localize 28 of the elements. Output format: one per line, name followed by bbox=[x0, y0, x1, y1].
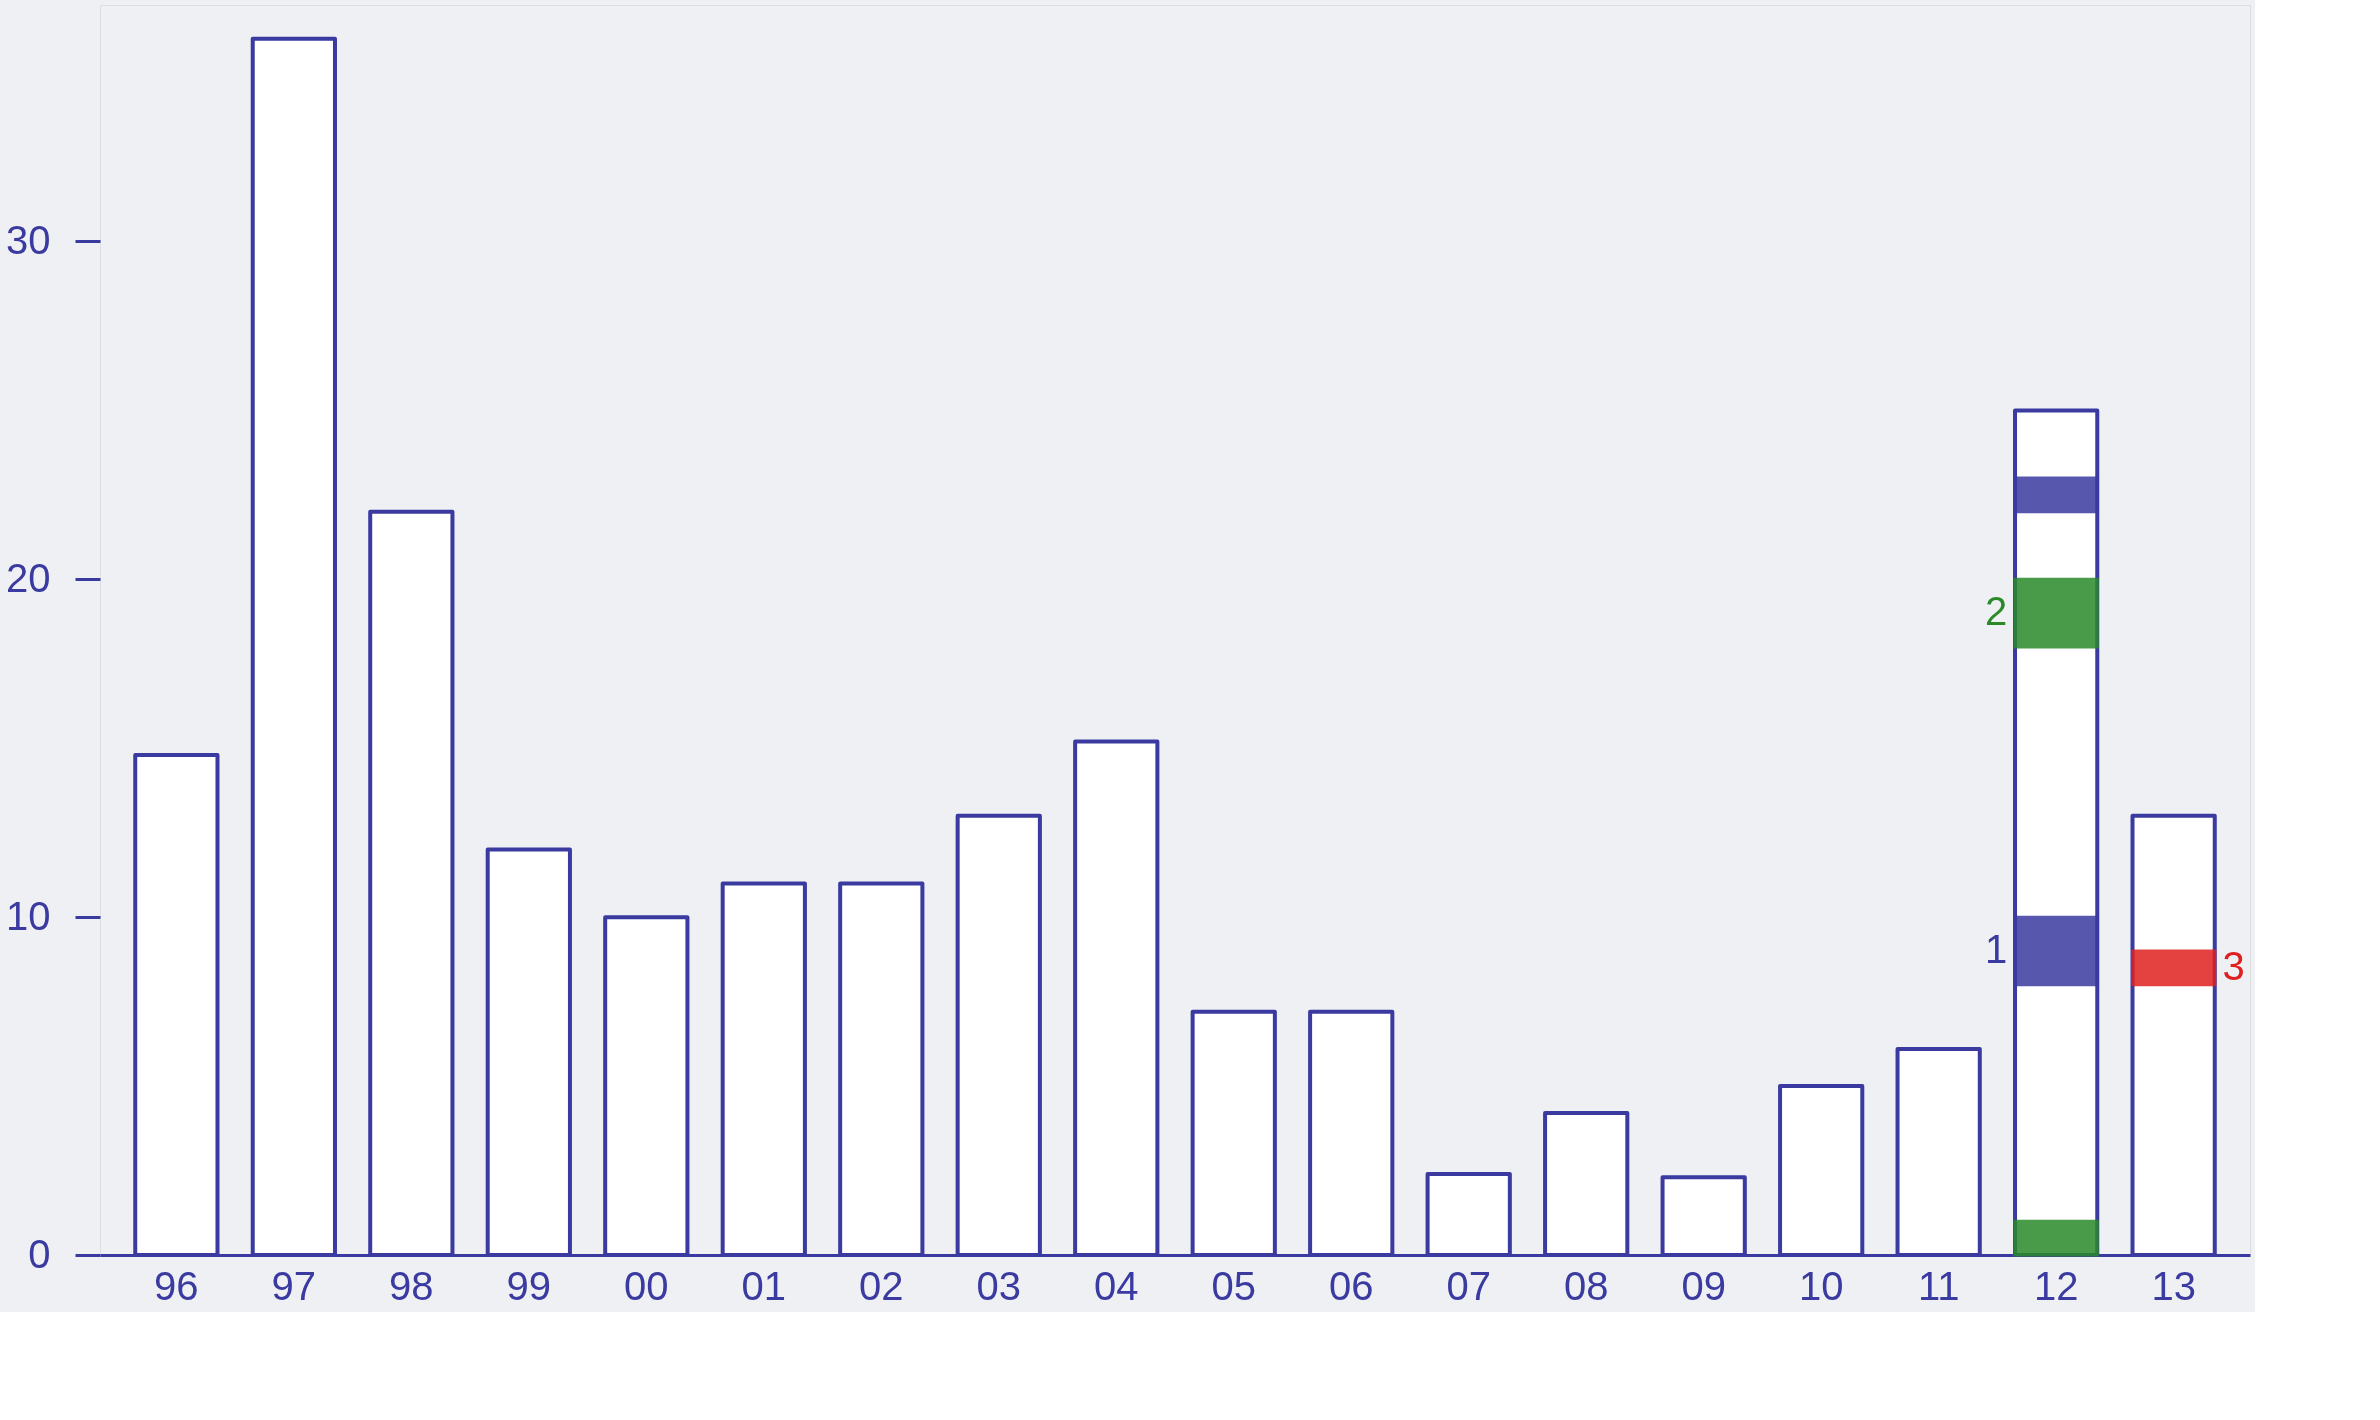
y-tick-label: 30 bbox=[6, 217, 51, 262]
series-label: 2 bbox=[1985, 589, 2008, 634]
x-tick-label: 99 bbox=[506, 1263, 552, 1308]
x-tick-label: 06 bbox=[1328, 1263, 1374, 1308]
x-tick-label: 13 bbox=[2151, 1263, 2196, 1308]
x-tick-label: 05 bbox=[1211, 1263, 1256, 1308]
y-tick-label: 10 bbox=[6, 893, 51, 938]
x-tick-label: 96 bbox=[154, 1263, 199, 1308]
x-tick-label: 08 bbox=[1563, 1263, 1609, 1308]
x-tick-label: 03 bbox=[976, 1263, 1022, 1308]
bar bbox=[2131, 949, 2217, 987]
bar bbox=[2013, 1219, 2099, 1257]
x-tick-label: 97 bbox=[271, 1263, 317, 1308]
x-tick-label: 98 bbox=[389, 1263, 434, 1308]
y-tick-label: 20 bbox=[6, 555, 51, 600]
x-tick-label: 09 bbox=[1681, 1263, 1726, 1308]
x-tick-label: 00 bbox=[624, 1263, 669, 1308]
x-tick-label: 01 bbox=[741, 1263, 787, 1308]
x-tick-label: 10 bbox=[1798, 1263, 1844, 1308]
x-tick-label: 11 bbox=[1917, 1263, 1960, 1308]
bar bbox=[2013, 577, 2099, 649]
y-tick-label: 0 bbox=[28, 1231, 51, 1276]
x-tick-label: 02 bbox=[859, 1263, 904, 1308]
x-tick-label: 04 bbox=[1094, 1263, 1139, 1308]
series-label: 3 bbox=[2222, 943, 2245, 988]
series-label: 1 bbox=[1985, 926, 2008, 971]
x-tick-label: 07 bbox=[1446, 1263, 1491, 1308]
x-tick-label: 12 bbox=[2033, 1263, 2079, 1308]
